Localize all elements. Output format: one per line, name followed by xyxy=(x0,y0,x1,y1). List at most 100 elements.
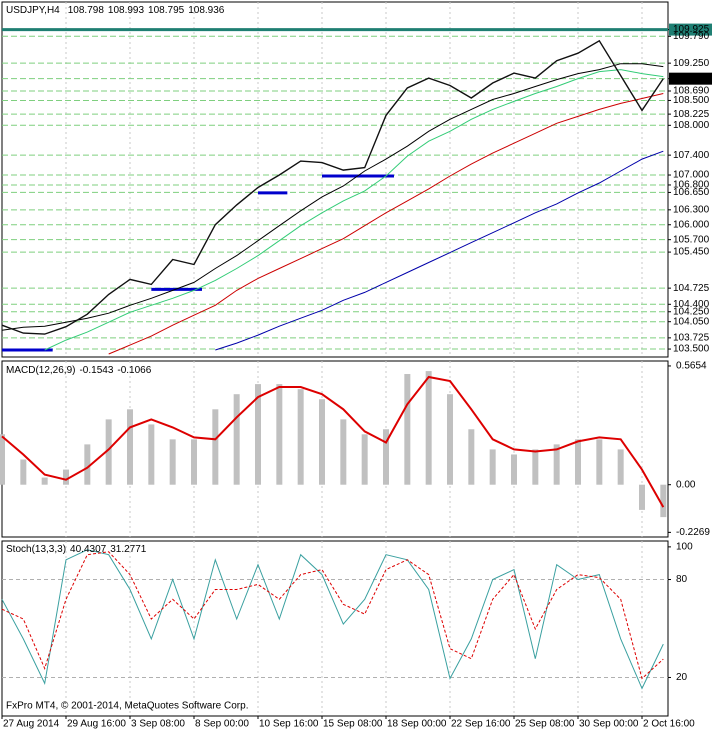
macd-bar xyxy=(212,409,219,485)
y-tick-label: 108.000 xyxy=(673,120,710,131)
series-line xyxy=(44,69,664,351)
x-tick-label: 27 Aug 2014 xyxy=(3,719,60,730)
panel-title: USDJPY,H4 108.798 108.993 108.795 108.936 xyxy=(6,5,225,16)
x-tick-label: 29 Aug 16:00 xyxy=(67,719,126,730)
x-tick-label: 18 Sep 00:00 xyxy=(387,719,447,730)
y-tick-label: 103.725 xyxy=(673,332,710,343)
macd-bar xyxy=(340,419,347,485)
y-tick-label: 108.500 xyxy=(673,95,710,106)
series-line xyxy=(108,93,664,355)
series-line xyxy=(1,63,664,331)
indicator-value: -0.1066 xyxy=(117,365,151,376)
y-tick-label: 109.790 xyxy=(673,31,710,42)
macd-bar xyxy=(105,419,112,485)
macd-bar xyxy=(297,389,304,485)
y-tick-label: 106.800 xyxy=(673,180,710,191)
series-line xyxy=(1,375,665,508)
series-line xyxy=(1,549,664,690)
macd-bar xyxy=(489,449,496,485)
x-tick-label: 25 Sep 08:00 xyxy=(515,719,575,730)
y-tick-label: 104.725 xyxy=(673,283,710,294)
y-tick-label: 104.050 xyxy=(673,316,710,327)
y-tick-label: 105.450 xyxy=(673,247,710,258)
macd-bar xyxy=(63,469,69,485)
macd-bar xyxy=(84,444,91,485)
macd-bar xyxy=(617,449,624,485)
macd-bar xyxy=(383,429,389,485)
macd-bar xyxy=(191,439,197,485)
x-tick-label: 10 Sep 16:00 xyxy=(259,719,319,730)
y-tick-label: 104.250 xyxy=(673,306,710,317)
y-tick-label: 109.250 xyxy=(673,58,710,69)
macd-bar xyxy=(148,424,155,485)
price-label-bg xyxy=(669,72,712,85)
macd-bar xyxy=(425,371,432,485)
y-tick-label: 103.500 xyxy=(673,344,710,355)
macd-bar xyxy=(169,439,176,485)
ohlc-value: 108.993 xyxy=(108,5,145,16)
y-tick-label: 80 xyxy=(676,574,688,585)
panel-frame xyxy=(1,540,669,717)
y-tick-label: 106.000 xyxy=(673,219,710,230)
y-tick-label: -0.2269 xyxy=(676,527,710,538)
y-tick-label: 108.938 xyxy=(673,73,710,84)
macd-bar xyxy=(532,449,539,485)
x-tick-label: 15 Sep 08:00 xyxy=(323,719,383,730)
x-tick-label: 30 Sep 00:00 xyxy=(579,719,639,730)
symbol: USDJPY,H4 xyxy=(6,5,60,16)
macd-bar xyxy=(233,394,240,485)
x-tick-label: 2 Oct 16:00 xyxy=(643,719,695,730)
y-tick-label: 108.225 xyxy=(673,109,710,120)
macd-bar xyxy=(20,459,27,485)
y-tick-label: 108.690 xyxy=(673,86,710,97)
y-tick-label: 104.400 xyxy=(673,299,710,310)
macd-bar xyxy=(41,477,48,485)
macd-bar xyxy=(660,484,667,518)
series-line xyxy=(1,39,664,335)
panel-frame xyxy=(1,1,669,358)
macd-bar xyxy=(596,439,603,485)
macd-bar xyxy=(276,384,283,485)
macd-bar xyxy=(553,444,560,485)
macd-bar xyxy=(468,429,475,485)
y-tick-label: 105.700 xyxy=(673,234,710,245)
indicator-value: 31.2771 xyxy=(110,544,147,555)
macd-bar xyxy=(255,384,261,485)
price-label-bg xyxy=(669,23,712,36)
copyright: FxPro MT4, © 2001-2014, MetaQuotes Softw… xyxy=(6,701,248,712)
macd-bar xyxy=(319,399,325,485)
y-tick-label: 107.000 xyxy=(673,170,710,181)
y-tick-label: 107.400 xyxy=(673,150,710,161)
y-tick-label: 20 xyxy=(676,672,688,683)
x-tick-label: 22 Sep 16:00 xyxy=(451,719,511,730)
x-tick-label: 3 Sep 08:00 xyxy=(131,719,185,730)
macd-bar xyxy=(404,374,411,485)
y-tick-label: 106.650 xyxy=(673,187,710,198)
macd-bar xyxy=(361,434,368,485)
y-tick-label: 100 xyxy=(676,542,693,553)
panel-title: Stoch(13,3,3) 40.4307 31.2771 xyxy=(6,544,147,555)
macd-bar xyxy=(639,484,645,510)
y-tick-label: 106.300 xyxy=(673,204,710,215)
y-tick-label: 109.925 xyxy=(673,24,710,35)
indicator-name: MACD(12,26,9) xyxy=(6,365,75,376)
y-tick-label: 0.00 xyxy=(676,479,696,490)
y-tick-label: 0.5654 xyxy=(676,361,707,372)
panel-title: MACD(12,26,9) -0.1543 -0.1066 xyxy=(6,365,152,376)
ohlc-value: 108.936 xyxy=(188,5,225,16)
indicator-value: -0.1543 xyxy=(79,365,113,376)
macd-bar xyxy=(0,434,5,485)
ohlc-value: 108.795 xyxy=(148,5,185,16)
indicator-value: 40.4307 xyxy=(70,544,107,555)
macd-bar xyxy=(127,409,133,485)
macd-bar xyxy=(575,439,581,485)
ohlc-value: 108.798 xyxy=(68,5,105,16)
series-line xyxy=(215,150,664,351)
macd-bar xyxy=(447,394,453,485)
x-tick-label: 8 Sep 00:00 xyxy=(195,719,249,730)
indicator-name: Stoch(13,3,3) xyxy=(6,544,66,555)
macd-bar xyxy=(511,454,517,485)
series-line xyxy=(1,551,664,680)
